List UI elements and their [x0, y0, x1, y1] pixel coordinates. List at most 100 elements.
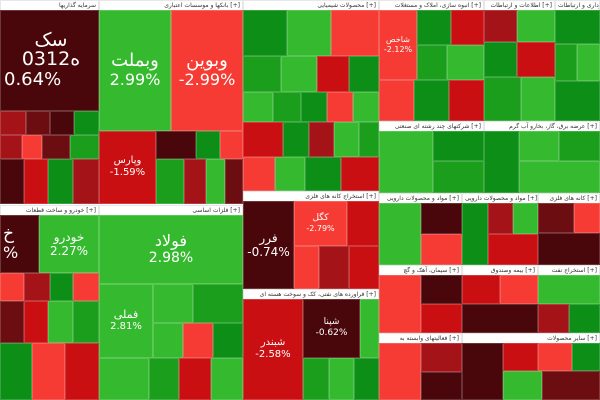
tile-shpna[interactable]: شپنا -0.62% [303, 299, 360, 358]
auto-6[interactable] [24, 301, 48, 343]
cement-3[interactable] [421, 304, 462, 333]
investment-small-10[interactable] [24, 159, 48, 204]
power-4[interactable] [519, 161, 600, 193]
metal-6[interactable] [99, 358, 149, 400]
metal-8[interactable] [179, 358, 211, 400]
ores-2[interactable] [574, 203, 600, 233]
chem-16[interactable] [334, 122, 359, 157]
other-4[interactable] [572, 343, 600, 371]
other-6[interactable] [542, 371, 600, 400]
refine-4[interactable] [354, 358, 379, 400]
ores-3[interactable] [538, 233, 600, 265]
tile-khodro-left[interactable]: خ % [0, 215, 39, 273]
multi-3[interactable] [433, 161, 484, 193]
chem-18[interactable] [243, 157, 275, 191]
chem-7[interactable] [349, 56, 379, 92]
chem-1[interactable] [243, 10, 287, 56]
tile-shabandar[interactable]: شبندر -2.58% [243, 299, 303, 400]
power-2[interactable] [519, 131, 559, 161]
investment-small-4[interactable] [74, 111, 99, 135]
investment-small-8[interactable] [70, 135, 99, 159]
metal-5[interactable] [213, 323, 243, 358]
chem-11[interactable] [327, 92, 353, 122]
investment-small-6[interactable] [22, 135, 42, 159]
oil-1[interactable] [538, 275, 600, 304]
insurance-3[interactable] [462, 304, 538, 333]
telecom-3[interactable] [484, 42, 517, 77]
bank-small-3[interactable] [220, 131, 243, 159]
tile-fameli[interactable]: فملی 2.81% [99, 284, 153, 358]
auto-7[interactable] [48, 301, 73, 343]
chem-8[interactable] [243, 92, 273, 122]
metal-9[interactable] [211, 358, 243, 400]
tile-vbvin[interactable]: وبوین -2.99% [171, 10, 243, 131]
bank-small-4[interactable] [156, 159, 184, 204]
auto-5[interactable] [0, 301, 24, 343]
ore-4[interactable] [349, 246, 379, 289]
bank-small-7[interactable] [225, 159, 243, 204]
metal-1[interactable] [153, 284, 193, 323]
pharma2-2[interactable] [488, 203, 513, 234]
bank-small-6[interactable] [206, 159, 225, 204]
metal-7[interactable] [149, 358, 179, 400]
related-3[interactable] [421, 372, 462, 400]
auto-8[interactable] [73, 301, 99, 343]
power-1[interactable] [484, 131, 519, 193]
pharma2-4[interactable] [488, 234, 538, 265]
transport-3[interactable] [577, 44, 600, 81]
cement-1[interactable] [379, 275, 421, 333]
realestate-3[interactable] [451, 10, 484, 45]
pharma2-1[interactable] [462, 203, 488, 265]
tile-khodro[interactable]: خودرو 2.27% [39, 215, 99, 273]
bank-small-2[interactable] [196, 131, 220, 159]
refine-3[interactable] [329, 358, 354, 400]
chem-19[interactable] [275, 157, 305, 191]
chem-5[interactable] [281, 56, 317, 92]
pharma-3[interactable] [421, 234, 462, 265]
investment-small-12[interactable] [73, 159, 99, 204]
other-5[interactable] [503, 371, 542, 400]
refine-1[interactable] [360, 299, 379, 358]
ore-3[interactable] [319, 246, 349, 289]
telecom-1[interactable] [484, 10, 517, 42]
pharma2-3[interactable] [513, 203, 538, 234]
realestate-2[interactable] [417, 10, 451, 45]
realestate-4[interactable] [417, 45, 447, 80]
chem-3[interactable] [331, 10, 379, 56]
investment-small-7[interactable] [42, 135, 70, 159]
auto-9[interactable] [0, 343, 32, 400]
other-3[interactable] [538, 343, 572, 371]
auto-10[interactable] [32, 343, 65, 400]
investment-small-3[interactable] [50, 111, 74, 135]
telecom-2[interactable] [517, 10, 555, 42]
chem-4[interactable] [243, 56, 281, 92]
telecom-4[interactable] [517, 42, 555, 77]
tile-foolad[interactable]: فولاد 2.98% [99, 215, 243, 284]
metal-4[interactable] [183, 323, 213, 358]
investment-small-9[interactable] [0, 159, 24, 204]
other-1[interactable] [462, 343, 503, 400]
power-3[interactable] [559, 131, 600, 161]
chem-17[interactable] [359, 122, 379, 157]
insurance-2[interactable] [500, 275, 538, 304]
ores-1[interactable] [538, 203, 574, 233]
tile-shakhes[interactable]: شاخص -2.12% [379, 10, 417, 80]
transport-1[interactable] [555, 10, 600, 44]
investment-small-1[interactable] [0, 111, 26, 135]
ore-2[interactable] [294, 246, 319, 289]
chem-6[interactable] [317, 56, 349, 92]
tile-frr[interactable]: فرر -0.74% [243, 201, 294, 289]
transport-4[interactable] [555, 81, 600, 121]
auto-3[interactable] [50, 273, 73, 301]
pharma-2[interactable] [421, 203, 462, 234]
investment-small-11[interactable] [48, 159, 73, 204]
insurance-1[interactable] [462, 275, 500, 304]
chem-12[interactable] [353, 92, 379, 122]
auto-11[interactable] [65, 343, 99, 400]
chem-2[interactable] [287, 10, 331, 56]
realestate-6[interactable] [379, 80, 414, 121]
pharma-1[interactable] [379, 203, 421, 265]
oil-2[interactable] [538, 304, 569, 333]
telecom-6[interactable] [521, 77, 555, 121]
auto-2[interactable] [24, 273, 50, 301]
